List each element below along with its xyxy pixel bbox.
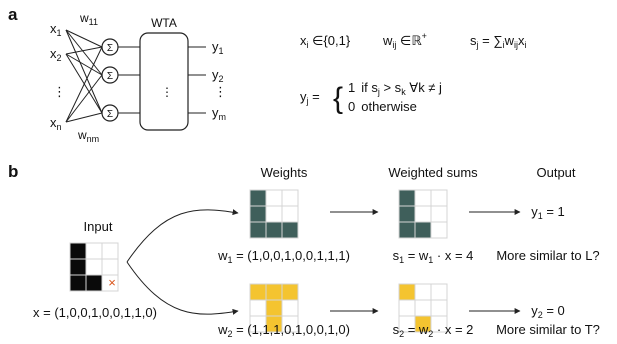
- input-x2-label: x2: [50, 46, 62, 63]
- input-x1-label: x1: [50, 21, 62, 38]
- weight-vector-2: w2 = (1,1,1,0,1,0,0,1,0): [217, 322, 350, 339]
- wta-ellipsis: ⋮: [161, 85, 173, 99]
- grid-cell-on: [249, 205, 267, 223]
- grid-cell-off: [265, 189, 283, 207]
- grid-cell-on: [281, 221, 299, 239]
- mismatch-mark: ×: [108, 275, 116, 290]
- grid-cell-off: [430, 205, 448, 223]
- grid-cell-off: [265, 205, 283, 223]
- weight-grid-2: [249, 283, 299, 333]
- input-xn-label: xn: [50, 115, 62, 132]
- sum-node-m: Σ: [101, 104, 119, 122]
- grid-cell-off: [101, 274, 119, 292]
- equation-xi-domain: xi ∈{0,1}: [300, 33, 351, 50]
- node-to-wta-lines: [118, 46, 140, 114]
- grid-cell-off: [414, 205, 432, 223]
- grid-cell-on: [249, 189, 267, 207]
- weighted-sum-1: s1 = w1 · x = 4: [393, 248, 474, 265]
- grid-cell-off: [430, 315, 448, 333]
- sum-symbol: Σ: [107, 43, 113, 54]
- equation-brace: {: [333, 82, 343, 115]
- column-header-weighted-sums: Weighted sums: [388, 165, 478, 180]
- row-2: w2 = (1,1,1,0,1,0,0,1,0) s2 = w2 · x = 2…: [217, 283, 600, 339]
- panel-label-b: b: [8, 162, 18, 181]
- grid-cell-off: [414, 283, 432, 301]
- branch-arrow-bottom: [126, 261, 239, 315]
- equation-wij-domain: wij ∈ℝ+: [382, 31, 427, 50]
- output-y2-label: y2: [212, 67, 224, 84]
- input-grid: [69, 242, 119, 292]
- panel-b: b Weights Weighted sums Output Input x =…: [8, 162, 600, 339]
- input-vector: x = (1,0,0,1,0,0,1,1,0): [33, 305, 157, 320]
- branch-arrow-top: [126, 209, 239, 263]
- sum-node-2: Σ: [101, 66, 119, 84]
- grid-cell-off: [414, 299, 432, 317]
- grid-cell-on: [249, 221, 267, 239]
- grid-cell-on: [249, 283, 267, 301]
- similarity-question-1: More similar to L?: [496, 248, 599, 263]
- similarity-question-2: More similar to T?: [496, 322, 600, 337]
- grid-cell-off: [430, 221, 448, 239]
- sum-grid-2: [398, 283, 448, 333]
- output-ellipsis: ⋮: [214, 84, 227, 99]
- sum-symbol: Σ: [107, 109, 113, 120]
- grid-cell-on: [69, 258, 87, 276]
- grid-cell-off: [85, 242, 103, 260]
- connection-lines: [65, 29, 103, 123]
- weight-vector-1: w1 = (1,0,0,1,0,0,1,1,1): [217, 248, 350, 265]
- grid-cell-off: [101, 242, 119, 260]
- grid-cell-off: [430, 283, 448, 301]
- grid-cell-off: [281, 205, 299, 223]
- sum-node-1: Σ: [101, 38, 119, 56]
- grid-cell-off: [281, 189, 299, 207]
- output-value-1: y1 = 1: [531, 204, 565, 221]
- grid-cell-on: [398, 205, 416, 223]
- weighted-sum-2: s2 = w2 · x = 2: [393, 322, 474, 339]
- grid-cell-on: [265, 299, 283, 317]
- weight-w11-label: w11: [79, 11, 98, 27]
- input-ellipsis: ⋮: [53, 84, 66, 99]
- grid-cell-on: [69, 242, 87, 260]
- grid-cell-on: [265, 221, 283, 239]
- sum-grid-1: [398, 189, 448, 239]
- output-value-2: y2 = 0: [531, 303, 565, 320]
- column-header-output: Output: [536, 165, 575, 180]
- grid-cell-off: [281, 315, 299, 333]
- panel-a: a x1 x2 ⋮ xn w11 wnm Σ Σ: [8, 5, 526, 144]
- grid-cell-off: [249, 299, 267, 317]
- sum-symbol: Σ: [107, 71, 113, 82]
- grid-cell-on: [281, 283, 299, 301]
- grid-cell-on: [398, 221, 416, 239]
- grid-cell-off: [101, 258, 119, 276]
- grid-cell-off: [281, 299, 299, 317]
- output-y1-label: y1: [212, 39, 224, 56]
- wta-block: [139, 32, 189, 131]
- grid-cell-off: [430, 299, 448, 317]
- weight-wnm-label: wnm: [77, 128, 99, 144]
- output-lines: [188, 46, 206, 114]
- row-1: w1 = (1,0,0,1,0,0,1,1,1) s1 = w1 · x = 4…: [217, 189, 600, 265]
- grid-cell-on: [85, 274, 103, 292]
- grid-cell-on: [414, 221, 432, 239]
- grid-cell-off: [430, 189, 448, 207]
- grid-cell-on: [69, 274, 87, 292]
- panel-label-a: a: [8, 5, 18, 24]
- equation-case-1: 1 if sj > sk ∀k ≠ j: [348, 80, 442, 97]
- grid-cell-off: [398, 299, 416, 317]
- weight-grid-1: [249, 189, 299, 239]
- output-ym-label: ym: [212, 105, 226, 122]
- equation-sj-definition: sj = ∑iwijxi: [470, 33, 526, 50]
- column-header-weights: Weights: [261, 165, 308, 180]
- grid-cell-off: [85, 258, 103, 276]
- grid-cell-off: [414, 189, 432, 207]
- equation-case-2: 0 otherwise: [348, 99, 417, 114]
- equation-yj-lhs: yj =: [300, 89, 320, 106]
- input-title: Input: [84, 219, 113, 234]
- grid-cell-on: [398, 189, 416, 207]
- wta-label: WTA: [151, 16, 177, 30]
- grid-cell-on: [398, 283, 416, 301]
- grid-cell-on: [265, 283, 283, 301]
